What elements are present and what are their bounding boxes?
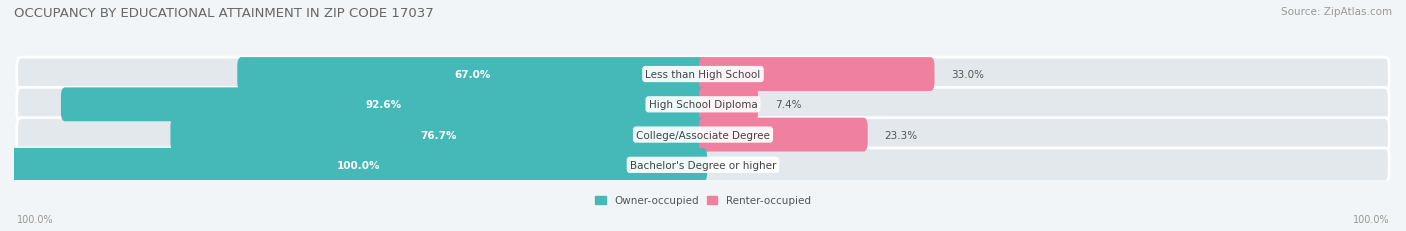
Text: Bachelor's Degree or higher: Bachelor's Degree or higher — [630, 160, 776, 170]
Text: 100.0%: 100.0% — [337, 160, 380, 170]
FancyBboxPatch shape — [238, 58, 707, 92]
FancyBboxPatch shape — [699, 58, 935, 92]
Text: 76.7%: 76.7% — [420, 130, 457, 140]
Text: 100.0%: 100.0% — [1353, 214, 1389, 224]
Text: OCCUPANCY BY EDUCATIONAL ATTAINMENT IN ZIP CODE 17037: OCCUPANCY BY EDUCATIONAL ATTAINMENT IN Z… — [14, 7, 434, 20]
Text: High School Diploma: High School Diploma — [648, 100, 758, 110]
Text: 33.0%: 33.0% — [950, 70, 984, 80]
FancyBboxPatch shape — [60, 88, 707, 122]
Text: Source: ZipAtlas.com: Source: ZipAtlas.com — [1281, 7, 1392, 17]
Text: 92.6%: 92.6% — [366, 100, 402, 110]
FancyBboxPatch shape — [17, 118, 1389, 152]
FancyBboxPatch shape — [17, 88, 1389, 122]
Text: 7.4%: 7.4% — [775, 100, 801, 110]
Text: Less than High School: Less than High School — [645, 70, 761, 80]
FancyBboxPatch shape — [10, 148, 707, 182]
FancyBboxPatch shape — [699, 88, 758, 122]
Text: 67.0%: 67.0% — [454, 70, 491, 80]
FancyBboxPatch shape — [699, 118, 868, 152]
Text: 100.0%: 100.0% — [17, 214, 53, 224]
FancyBboxPatch shape — [17, 58, 1389, 92]
FancyBboxPatch shape — [17, 148, 1389, 182]
Text: 0.0%: 0.0% — [744, 160, 770, 170]
Text: College/Associate Degree: College/Associate Degree — [636, 130, 770, 140]
Text: 23.3%: 23.3% — [884, 130, 917, 140]
FancyBboxPatch shape — [170, 118, 707, 152]
Legend: Owner-occupied, Renter-occupied: Owner-occupied, Renter-occupied — [595, 195, 811, 206]
